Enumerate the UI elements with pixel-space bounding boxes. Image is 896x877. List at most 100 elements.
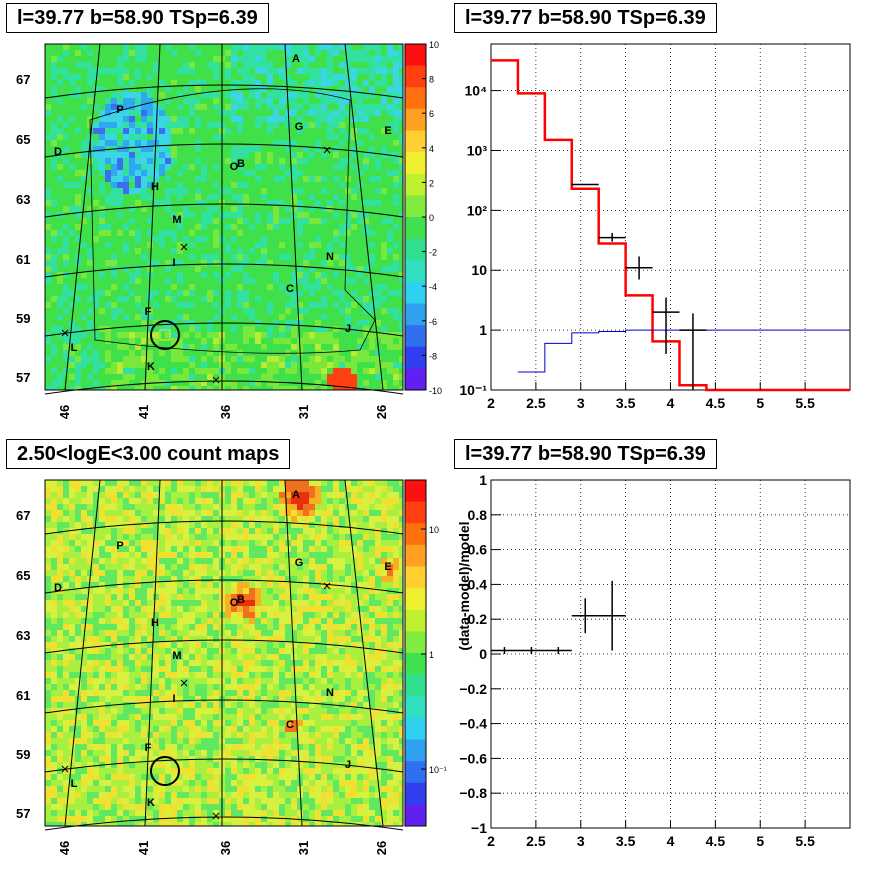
heatmap-cell bbox=[363, 206, 369, 212]
heatmap-cell bbox=[381, 242, 387, 248]
heatmap-cell bbox=[159, 104, 165, 110]
heatmap-cell bbox=[393, 564, 399, 570]
heatmap-cell bbox=[357, 248, 363, 254]
heatmap-cell bbox=[183, 176, 189, 182]
heatmap-cell bbox=[363, 110, 369, 116]
heatmap-cell bbox=[75, 134, 81, 140]
heatmap-cell bbox=[189, 284, 195, 290]
heatmap-cell bbox=[273, 230, 279, 236]
heatmap-cell bbox=[105, 260, 111, 266]
heatmap-cell bbox=[261, 356, 267, 362]
heatmap-cell bbox=[351, 164, 357, 170]
heatmap-cell bbox=[315, 362, 321, 368]
heatmap-cell bbox=[213, 522, 219, 528]
heatmap-cell bbox=[279, 170, 285, 176]
heatmap-cell bbox=[351, 588, 357, 594]
heatmap-cell bbox=[93, 134, 99, 140]
heatmap-cell bbox=[63, 606, 69, 612]
heatmap-cell bbox=[207, 86, 213, 92]
heatmap-cell bbox=[153, 498, 159, 504]
heatmap-cell bbox=[297, 516, 303, 522]
heatmap-cell bbox=[81, 486, 87, 492]
heatmap-cell bbox=[159, 546, 165, 552]
heatmap-cell bbox=[351, 152, 357, 158]
heatmap-cell bbox=[225, 110, 231, 116]
heatmap-cell bbox=[99, 80, 105, 86]
heatmap-cell bbox=[123, 128, 129, 134]
heatmap-cell bbox=[123, 570, 129, 576]
heatmap-cell bbox=[105, 558, 111, 564]
heatmap-cell bbox=[105, 158, 111, 164]
heatmap-cell bbox=[51, 540, 57, 546]
heatmap-cell bbox=[141, 260, 147, 266]
heatmap-cell bbox=[105, 170, 111, 176]
heatmap-cell bbox=[87, 236, 93, 242]
heatmap-cell bbox=[81, 236, 87, 242]
heatmap-cell bbox=[327, 552, 333, 558]
heatmap-cell bbox=[357, 56, 363, 62]
heatmap-cell bbox=[135, 278, 141, 284]
heatmap-cell bbox=[129, 290, 135, 296]
heatmap-cell bbox=[255, 242, 261, 248]
heatmap-cell bbox=[315, 278, 321, 284]
heatmap-cell bbox=[321, 338, 327, 344]
heatmap-cell bbox=[363, 188, 369, 194]
heatmap-cell bbox=[45, 62, 51, 68]
heatmap-cell bbox=[105, 332, 111, 338]
heatmap-cell bbox=[75, 188, 81, 194]
heatmap-cell bbox=[123, 558, 129, 564]
heatmap-cell bbox=[51, 534, 57, 540]
heatmap-cell bbox=[255, 272, 261, 278]
heatmap-cell bbox=[159, 128, 165, 134]
heatmap-cell bbox=[321, 200, 327, 206]
heatmap-cell bbox=[105, 284, 111, 290]
heatmap-cell bbox=[273, 522, 279, 528]
heatmap-cell bbox=[93, 158, 99, 164]
heatmap-cell bbox=[63, 338, 69, 344]
heatmap-cell bbox=[327, 194, 333, 200]
heatmap-cell bbox=[375, 498, 381, 504]
heatmap-cell bbox=[99, 74, 105, 80]
heatmap-cell bbox=[393, 552, 399, 558]
heatmap-cell bbox=[195, 314, 201, 320]
heatmap-cell bbox=[45, 314, 51, 320]
heatmap-cell bbox=[123, 308, 129, 314]
heatmap-cell bbox=[93, 480, 99, 486]
heatmap-cell bbox=[327, 176, 333, 182]
heatmap-cell bbox=[87, 480, 93, 486]
heatmap-cell bbox=[141, 278, 147, 284]
heatmap-cell bbox=[63, 122, 69, 128]
heatmap-cell bbox=[363, 314, 369, 320]
heatmap-cell bbox=[393, 374, 399, 380]
heatmap-cell bbox=[99, 260, 105, 266]
x-tick-label: 2.5 bbox=[526, 395, 546, 411]
heatmap-cell bbox=[243, 242, 249, 248]
heatmap-cell bbox=[297, 236, 303, 242]
heatmap-cell bbox=[249, 206, 255, 212]
heatmap-cell bbox=[255, 480, 261, 486]
heatmap-cell bbox=[345, 272, 351, 278]
heatmap-cell bbox=[267, 344, 273, 350]
heatmap-cell bbox=[345, 146, 351, 152]
heatmap-cell bbox=[333, 510, 339, 516]
heatmap-cell bbox=[399, 558, 403, 564]
heatmap-cell bbox=[225, 540, 231, 546]
heatmap-cell bbox=[315, 528, 321, 534]
heatmap-cell bbox=[63, 242, 69, 248]
heatmap-cell bbox=[399, 534, 403, 540]
heatmap-cell bbox=[195, 200, 201, 206]
heatmap-cell bbox=[111, 576, 117, 582]
heatmap-cell bbox=[291, 314, 297, 320]
heatmap-cell bbox=[105, 302, 111, 308]
heatmap-cell bbox=[99, 344, 105, 350]
heatmap-cell bbox=[243, 564, 249, 570]
heatmap-cell bbox=[267, 552, 273, 558]
heatmap-cell bbox=[381, 74, 387, 80]
heatmap-cell bbox=[165, 540, 171, 546]
heatmap-cell bbox=[201, 522, 207, 528]
heatmap-cell bbox=[351, 80, 357, 86]
heatmap-cell bbox=[51, 374, 57, 380]
heatmap-cell bbox=[45, 122, 51, 128]
heatmap-cell bbox=[183, 546, 189, 552]
heatmap-cell bbox=[351, 522, 357, 528]
